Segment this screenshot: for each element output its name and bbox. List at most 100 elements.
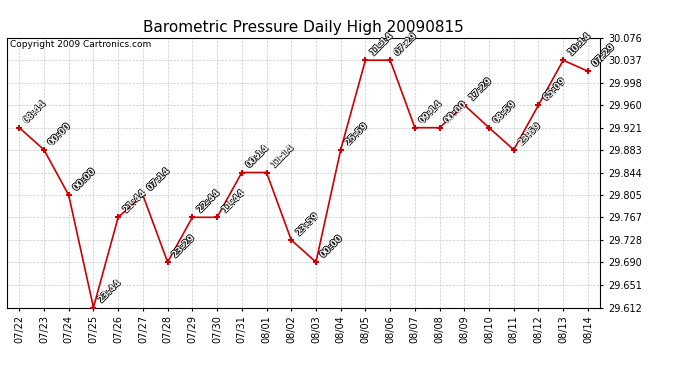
Text: 23:59: 23:59 [294, 211, 321, 238]
Text: 22:44: 22:44 [195, 187, 222, 214]
Text: 23:59: 23:59 [294, 210, 321, 237]
Text: 11:14: 11:14 [269, 144, 296, 170]
Text: 65:09: 65:09 [540, 76, 567, 102]
Text: 21:44: 21:44 [121, 187, 148, 214]
Text: 00:14: 00:14 [244, 144, 271, 170]
Text: 07:29: 07:29 [393, 31, 420, 57]
Text: 07:14: 07:14 [146, 166, 172, 193]
Text: 11:14: 11:14 [269, 142, 296, 169]
Text: 00:00: 00:00 [71, 166, 97, 192]
Text: 11:44: 11:44 [219, 188, 246, 214]
Text: 65:09: 65:09 [541, 76, 568, 102]
Text: 23:29: 23:29 [170, 232, 197, 259]
Text: 21:44: 21:44 [121, 189, 148, 215]
Text: 22:44: 22:44 [195, 188, 221, 214]
Text: 11:44: 11:44 [221, 188, 247, 214]
Text: 00:00: 00:00 [72, 167, 98, 193]
Text: 17:29: 17:29 [466, 75, 493, 102]
Text: 23:59: 23:59 [517, 120, 543, 146]
Text: 17:29: 17:29 [467, 75, 494, 102]
Text: 00:00: 00:00 [319, 234, 345, 260]
Text: 25:59: 25:59 [344, 120, 370, 147]
Text: 23:44: 23:44 [96, 278, 123, 305]
Text: 07:29: 07:29 [393, 32, 420, 58]
Text: 22:44: 22:44 [195, 189, 222, 215]
Text: 00:00: 00:00 [318, 233, 344, 260]
Text: 25:59: 25:59 [344, 120, 371, 147]
Text: 08:59: 08:59 [492, 98, 518, 124]
Text: 09:14: 09:14 [417, 98, 444, 125]
Text: 00:00: 00:00 [442, 99, 469, 126]
Text: 07:29: 07:29 [591, 42, 618, 69]
Text: 23:44: 23:44 [97, 278, 124, 305]
Text: 00:00: 00:00 [72, 165, 98, 192]
Text: 23:29: 23:29 [170, 232, 197, 260]
Text: 07:29: 07:29 [591, 41, 618, 68]
Text: 11:14: 11:14 [368, 31, 395, 57]
Text: 00:00: 00:00 [442, 99, 469, 125]
Text: 09:14: 09:14 [417, 99, 444, 126]
Text: 10:14: 10:14 [566, 32, 593, 58]
Text: 22:44: 22:44 [196, 188, 223, 214]
Text: 07:14: 07:14 [145, 166, 172, 192]
Text: 11:14: 11:14 [269, 143, 296, 170]
Text: 23:29: 23:29 [170, 232, 197, 260]
Text: 25:59: 25:59 [344, 121, 370, 148]
Text: 11:14: 11:14 [270, 143, 297, 170]
Text: 09:14: 09:14 [418, 98, 445, 125]
Text: 08:59: 08:59 [492, 99, 518, 126]
Text: 07:29: 07:29 [590, 42, 617, 69]
Text: 11:44: 11:44 [220, 188, 246, 214]
Text: 07:29: 07:29 [591, 42, 618, 69]
Text: 11:44: 11:44 [220, 189, 246, 215]
Text: 08:44: 08:44 [22, 99, 49, 126]
Text: 23:59: 23:59 [295, 210, 322, 237]
Text: 08:44: 08:44 [22, 98, 49, 124]
Text: 00:00: 00:00 [319, 232, 345, 259]
Text: 08:44: 08:44 [23, 98, 50, 125]
Text: 11:14: 11:14 [369, 31, 395, 57]
Text: 21:44: 21:44 [121, 188, 148, 214]
Text: 23:59: 23:59 [294, 210, 321, 237]
Text: 23:44: 23:44 [96, 279, 123, 305]
Text: 08:59: 08:59 [493, 98, 519, 125]
Text: 65:09: 65:09 [541, 75, 568, 102]
Text: 00:00: 00:00 [72, 166, 99, 192]
Text: 00:00: 00:00 [442, 99, 468, 125]
Text: 00:00: 00:00 [47, 122, 73, 148]
Text: 23:59: 23:59 [293, 210, 320, 237]
Text: 23:44: 23:44 [96, 277, 123, 304]
Text: 00:00: 00:00 [48, 121, 74, 147]
Text: 08:59: 08:59 [492, 98, 518, 125]
Text: 23:59: 23:59 [517, 120, 543, 147]
Text: 23:59: 23:59 [518, 120, 544, 147]
Text: 23:59: 23:59 [516, 120, 542, 147]
Text: 08:44: 08:44 [21, 98, 48, 125]
Text: 65:09: 65:09 [541, 76, 568, 103]
Text: 07:29: 07:29 [393, 31, 420, 57]
Text: 08:59: 08:59 [491, 98, 518, 125]
Text: 00:14: 00:14 [245, 143, 272, 170]
Text: Copyright 2009 Cartronics.com: Copyright 2009 Cartronics.com [10, 40, 151, 49]
Text: 17:29: 17:29 [467, 75, 494, 102]
Text: 23:29: 23:29 [171, 232, 198, 260]
Text: 17:29: 17:29 [468, 75, 495, 102]
Text: 11:14: 11:14 [368, 31, 394, 57]
Text: 00:00: 00:00 [443, 99, 469, 125]
Title: Barometric Pressure Daily High 20090815: Barometric Pressure Daily High 20090815 [144, 20, 464, 35]
Text: 25:59: 25:59 [343, 120, 369, 147]
Text: 07:29: 07:29 [392, 31, 419, 57]
Text: 09:14: 09:14 [417, 98, 444, 125]
Text: 00:00: 00:00 [72, 166, 98, 192]
Text: 10:14: 10:14 [566, 31, 593, 57]
Text: 00:14: 00:14 [244, 143, 270, 170]
Text: 11:14: 11:14 [268, 143, 295, 170]
Text: 25:59: 25:59 [344, 120, 370, 146]
Text: 11:14: 11:14 [368, 30, 395, 57]
Text: 23:44: 23:44 [95, 278, 122, 305]
Text: 17:29: 17:29 [467, 76, 494, 103]
Text: 10:14: 10:14 [565, 31, 592, 57]
Text: 00:14: 00:14 [244, 143, 271, 170]
Text: 07:14: 07:14 [146, 166, 172, 192]
Text: 07:14: 07:14 [146, 166, 173, 192]
